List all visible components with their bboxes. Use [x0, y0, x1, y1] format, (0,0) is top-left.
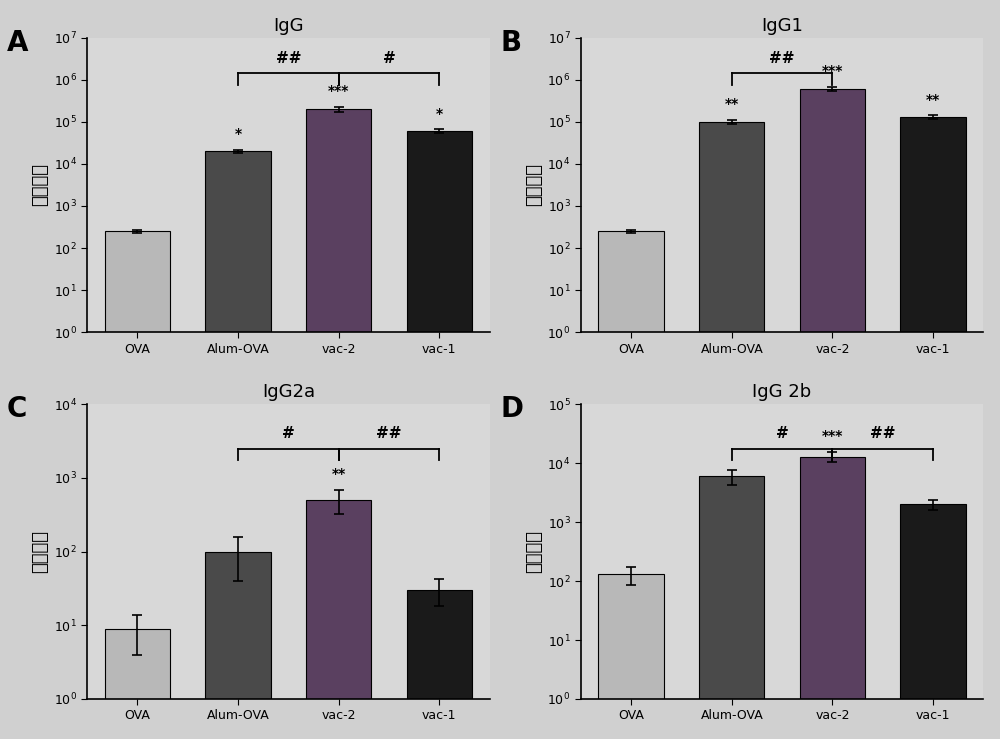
- Text: *: *: [436, 106, 443, 120]
- Bar: [900, 505, 966, 739]
- Text: ##: ##: [870, 426, 895, 441]
- Text: *: *: [234, 127, 242, 141]
- Y-axis label: 抗体滴度: 抗体滴度: [32, 163, 50, 206]
- Text: #: #: [776, 426, 788, 441]
- Y-axis label: 抗体滴度: 抗体滴度: [525, 530, 543, 573]
- Text: ***: ***: [822, 429, 843, 443]
- Bar: [306, 500, 371, 739]
- Y-axis label: 抗体滴度: 抗体滴度: [525, 163, 543, 206]
- Bar: [205, 151, 271, 739]
- Bar: [205, 551, 271, 739]
- Text: ***: ***: [328, 84, 349, 98]
- Text: D: D: [500, 395, 523, 423]
- Text: **: **: [926, 92, 940, 106]
- Bar: [900, 117, 966, 739]
- Text: #: #: [383, 50, 395, 66]
- Text: B: B: [500, 29, 522, 57]
- Text: #: #: [282, 426, 295, 441]
- Text: ***: ***: [822, 64, 843, 78]
- Text: **: **: [725, 97, 739, 111]
- Bar: [699, 477, 764, 739]
- Text: **: **: [332, 468, 346, 482]
- Bar: [407, 590, 472, 739]
- Title: IgG2a: IgG2a: [262, 384, 315, 401]
- Bar: [407, 131, 472, 739]
- Text: A: A: [7, 29, 28, 57]
- Y-axis label: 抗体滴度: 抗体滴度: [32, 530, 50, 573]
- Bar: [105, 231, 170, 739]
- Text: ##: ##: [276, 50, 301, 66]
- Bar: [800, 89, 865, 739]
- Bar: [598, 231, 664, 739]
- Bar: [699, 122, 764, 739]
- Title: IgG 2b: IgG 2b: [752, 384, 812, 401]
- Text: ##: ##: [376, 426, 402, 441]
- Title: IgG: IgG: [273, 17, 304, 35]
- Bar: [105, 629, 170, 739]
- Bar: [306, 109, 371, 739]
- Title: IgG1: IgG1: [761, 17, 803, 35]
- Bar: [800, 457, 865, 739]
- Text: C: C: [7, 395, 27, 423]
- Text: ##: ##: [769, 50, 795, 66]
- Bar: [598, 574, 664, 739]
